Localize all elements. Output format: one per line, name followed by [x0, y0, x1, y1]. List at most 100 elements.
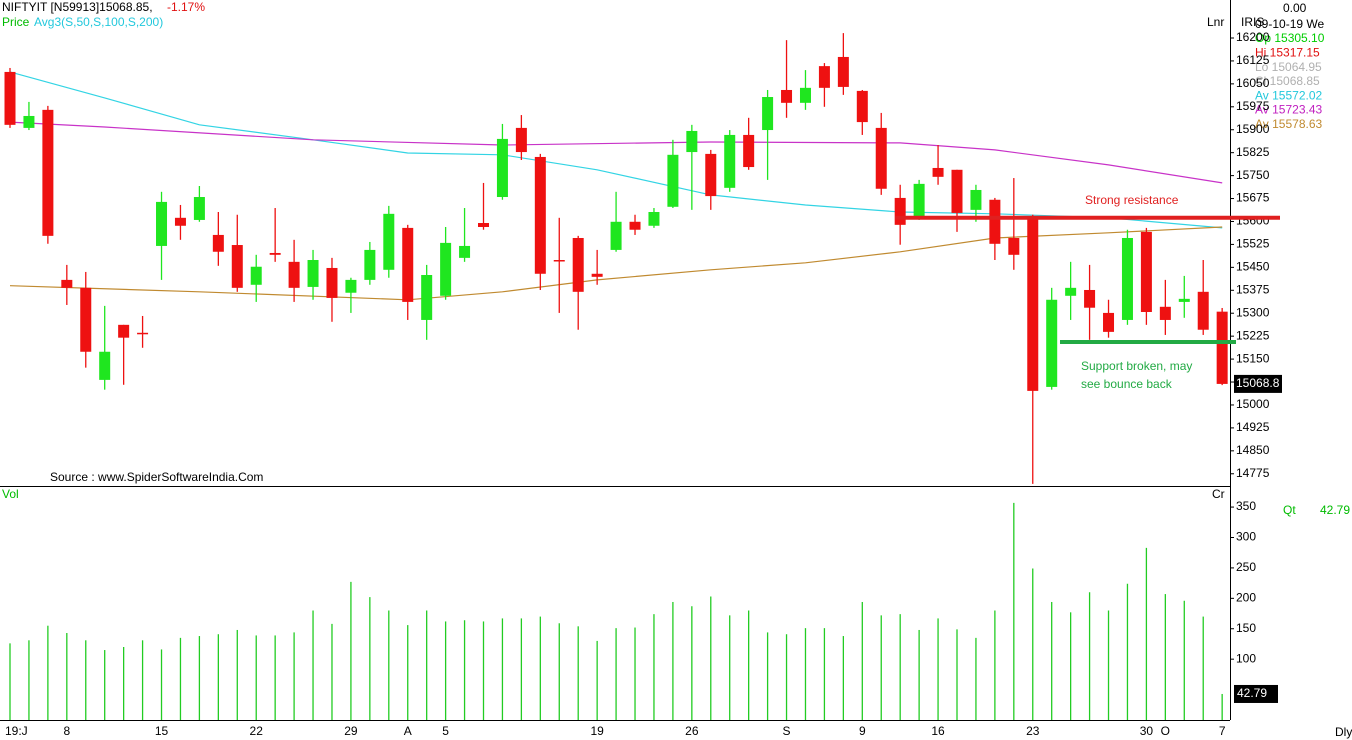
x-tick-label: 23	[1026, 724, 1040, 738]
candle-body	[913, 183, 925, 218]
candle-body	[1103, 312, 1115, 332]
y-tick-label: 14775	[1236, 466, 1270, 480]
candle-body	[421, 274, 433, 320]
candle-body	[231, 245, 243, 288]
candle-body	[648, 211, 660, 226]
x-tick-label: 26	[685, 724, 699, 738]
y-tick-label: 14850	[1236, 443, 1270, 457]
candle-body	[1178, 298, 1190, 302]
candle-body	[1121, 237, 1133, 320]
last-volume: 42.79	[1237, 686, 1267, 700]
info-row: Op 15305.10	[1255, 31, 1325, 45]
candle-body	[193, 197, 205, 220]
candle-body	[156, 201, 168, 246]
info-row: Hi 15317.15	[1255, 45, 1320, 59]
candle-body	[1065, 287, 1077, 296]
qt-label: Qt	[1283, 503, 1296, 517]
symbol: NIFTYIT [N59913]15068.85,	[2, 0, 153, 14]
candle-body	[515, 127, 527, 153]
y-tick-label: 15525	[1236, 237, 1270, 251]
x-tick-label: 9	[859, 724, 866, 738]
x-tick-label: O	[1161, 724, 1170, 738]
change: -1.17%	[167, 0, 205, 14]
candle-body	[724, 134, 736, 188]
y-tick-label: 16125	[1236, 53, 1270, 67]
candle-body	[743, 134, 755, 168]
y-tick-label: 16200	[1236, 30, 1270, 44]
candle-body	[23, 115, 35, 128]
y-tick-label: 16050	[1236, 76, 1270, 90]
period: Dly	[1335, 725, 1352, 739]
candle-body	[1027, 217, 1039, 391]
candle-body	[762, 97, 774, 131]
candle-body	[459, 245, 471, 258]
candle-body	[970, 189, 982, 210]
x-tick-label: 5	[442, 724, 449, 738]
candle-body	[989, 199, 1001, 244]
x-tick-label: 19	[590, 724, 604, 738]
last-volume-box	[1234, 684, 1278, 703]
candle-body	[705, 153, 717, 197]
info-row: Av 15723.43	[1255, 103, 1322, 117]
info-row: Lo 15064.95	[1255, 60, 1322, 74]
volume-label: Vol	[2, 487, 19, 501]
y-tick-label: 350	[1236, 499, 1256, 513]
y-tick-label: 15150	[1236, 351, 1270, 365]
candle-body	[80, 287, 92, 352]
last-price-box	[1234, 374, 1282, 393]
x-tick-label: S	[783, 724, 791, 738]
candle-body	[402, 227, 414, 302]
y-tick-label: 15900	[1236, 122, 1270, 136]
candle-body	[99, 351, 111, 380]
candle-body	[1197, 291, 1209, 330]
candle-body	[269, 252, 281, 255]
candle-body	[1140, 231, 1152, 312]
y-tick-label: 14925	[1236, 420, 1270, 434]
candle-body	[61, 279, 73, 288]
y-tick-label: 150	[1236, 621, 1256, 635]
x-tick-label: 7	[1219, 724, 1226, 738]
candle-body	[856, 90, 868, 123]
candle-body	[1008, 237, 1020, 255]
info-row: Cl 15068.85	[1255, 74, 1320, 88]
candle-body	[818, 66, 830, 88]
moving-average	[9, 121, 1223, 184]
candle-body	[1216, 311, 1228, 384]
y-tick-label: 15975	[1236, 99, 1270, 113]
y-tick-label: 200	[1236, 591, 1256, 605]
candle-body	[553, 260, 565, 262]
x-tick-label: 29	[344, 724, 358, 738]
candle-body	[4, 71, 16, 125]
candle-body	[364, 249, 376, 280]
candle-body	[174, 217, 186, 226]
last-price: 15068.8	[1236, 376, 1280, 390]
y-tick-label: 15300	[1236, 305, 1270, 319]
qt-value: 42.79	[1320, 503, 1350, 517]
x-tick-label: 22	[250, 724, 264, 738]
candle-body	[534, 156, 546, 274]
scale-mode: Lnr	[1207, 15, 1224, 29]
annotation: Strong resistance	[1085, 193, 1179, 207]
candle-body	[496, 138, 508, 198]
candle-body	[799, 87, 811, 103]
x-tick-label: 16	[931, 724, 945, 738]
y-tick-label: 15750	[1236, 168, 1270, 182]
x-tick-label: 8	[63, 724, 70, 738]
x-tick-label: 15	[155, 724, 169, 738]
candle-body	[307, 260, 319, 287]
x-tick-label: A	[404, 724, 412, 738]
x-tick-label: 19:J	[5, 724, 28, 738]
info-date: 09-10-19 We	[1255, 17, 1324, 31]
candle-body	[212, 234, 224, 252]
info-row: Av 15572.02	[1255, 88, 1322, 102]
source: Source : www.SpiderSoftwareIndia.Com	[50, 470, 263, 484]
info-top: 0.00	[1283, 1, 1307, 15]
candle-body	[932, 167, 944, 177]
y-tick-label: 15450	[1236, 260, 1270, 274]
y-tick-label: 15225	[1236, 328, 1270, 342]
candle-body	[383, 213, 395, 270]
candle-body	[478, 223, 489, 227]
candle-body	[1159, 306, 1171, 320]
